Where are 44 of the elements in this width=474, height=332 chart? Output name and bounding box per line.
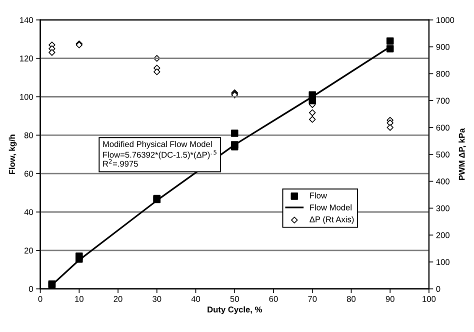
y2-axis-title: PWM ΔP, kPa (458, 128, 466, 180)
point (154, 68, 160, 76)
y-tick-label: 20 (24, 248, 34, 254)
point (230, 130, 238, 137)
point (309, 116, 316, 123)
y-tick-label: 140 (20, 17, 34, 24)
y2-tick-label: 500 (436, 152, 450, 158)
y-axis-title: Flow, kg/h (8, 134, 17, 174)
y2-tick-label: 900 (436, 44, 450, 50)
y2-tick-label: 1000 (436, 17, 454, 24)
legend-label: Flow Model (310, 204, 352, 210)
point (386, 37, 394, 45)
x-tick-label: 60 (269, 296, 278, 302)
y2-tick-label: 300 (436, 205, 450, 212)
y2-tick-label: 600 (436, 124, 450, 131)
x-tick-label: 100 (422, 296, 436, 302)
x-tick-label: 40 (191, 296, 200, 302)
y2-tick-label: 0 (436, 286, 440, 292)
x-tick-label: 80 (346, 296, 356, 302)
y-tick-label: 80 (24, 132, 34, 138)
y2-tick-label: 700 (436, 98, 450, 104)
legend-label: ΔP (Rt Axis) (310, 216, 354, 224)
x-tick-label: 70 (308, 296, 317, 302)
point (309, 109, 316, 116)
point (386, 124, 394, 131)
y2-tick-label: 800 (436, 70, 450, 77)
y-tick-label: 120 (20, 56, 34, 62)
y2-tick-label: 100 (436, 259, 450, 266)
x-tick-label: 30 (152, 296, 162, 302)
point (48, 49, 56, 56)
x-axis-title: Duty Cycle, % (208, 306, 262, 314)
legend-label: Flow (310, 192, 328, 198)
x-tick-label: 10 (75, 296, 84, 302)
y-tick-label: 0 (29, 286, 34, 292)
x-tick-label: 90 (386, 296, 394, 302)
x-tick-label: 20 (114, 296, 122, 302)
y2-tick-label: 200 (436, 232, 450, 238)
y2-tick-label: 400 (436, 178, 450, 184)
text: Modified Physical Flow Model Flow=5.76392*(DC-1.5)*(ΔP)$^{.5}$ R$^{2}$=.9975 (103, 140, 216, 167)
x-tick-label: 50 (230, 296, 239, 302)
y-tick-label: 40 (24, 209, 34, 216)
x-tick-label: 0 (38, 296, 42, 302)
y-tick-label: 60 (24, 170, 34, 177)
y-tick-label: 100 (20, 94, 34, 100)
